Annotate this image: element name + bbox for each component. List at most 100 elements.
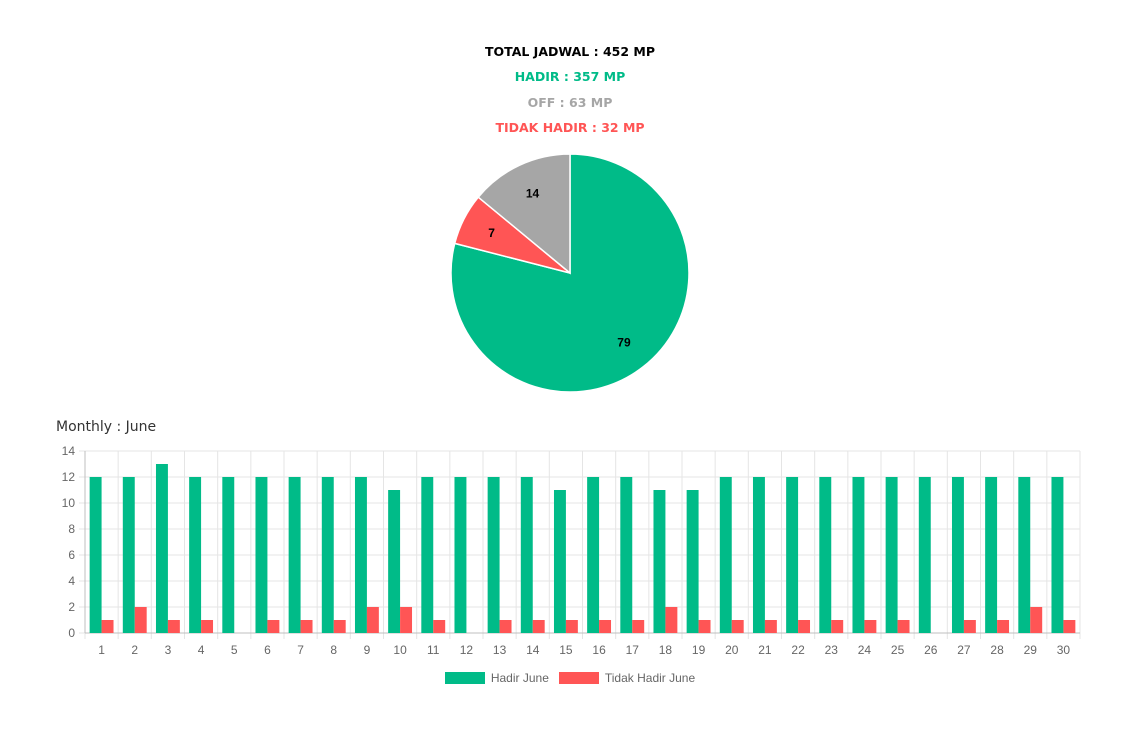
legend-swatch-tidak-hadir xyxy=(558,672,599,684)
bar-hadir[interactable] xyxy=(819,477,832,633)
y-tick-label: 12 xyxy=(62,470,76,484)
x-tick-label: 15 xyxy=(559,643,573,657)
monthly-title: Monthly : June xyxy=(56,419,157,435)
bar-hadir[interactable] xyxy=(620,477,633,633)
legend-item-hadir[interactable]: Hadir June xyxy=(444,671,549,685)
bar-hadir[interactable] xyxy=(89,477,102,633)
bar-tidak-hadir[interactable] xyxy=(831,620,844,633)
bar-tidak-hadir[interactable] xyxy=(731,620,744,633)
legend-label-hadir: Hadir June xyxy=(490,671,549,685)
y-tick-label: 8 xyxy=(68,522,75,536)
x-tick-label: 13 xyxy=(493,643,507,657)
bar-hadir[interactable] xyxy=(686,490,699,633)
x-tick-label: 17 xyxy=(626,643,640,657)
bar-hadir[interactable] xyxy=(487,477,500,633)
x-tick-label: 28 xyxy=(990,643,1004,657)
bar-hadir[interactable] xyxy=(354,477,367,633)
bar-tidak-hadir[interactable] xyxy=(1030,607,1043,633)
chart-legend: Hadir June Tidak Hadir June xyxy=(0,671,1140,685)
bar-hadir[interactable] xyxy=(587,477,600,633)
x-tick-label: 26 xyxy=(924,643,938,657)
bar-hadir[interactable] xyxy=(122,477,135,633)
x-tick-label: 5 xyxy=(231,643,238,657)
bar-hadir[interactable] xyxy=(454,477,467,633)
bar-tidak-hadir[interactable] xyxy=(963,620,976,633)
y-tick-label: 14 xyxy=(62,444,76,458)
pie-slice-label: 79 xyxy=(617,336,631,350)
bar-tidak-hadir[interactable] xyxy=(433,620,446,633)
x-tick-label: 19 xyxy=(692,643,706,657)
x-tick-label: 4 xyxy=(198,643,205,657)
pie-slice[interactable] xyxy=(477,153,571,275)
bar-hadir[interactable] xyxy=(852,477,865,633)
bar-hadir[interactable] xyxy=(1051,477,1064,633)
bar-tidak-hadir[interactable] xyxy=(134,607,147,633)
bar-tidak-hadir[interactable] xyxy=(300,620,313,633)
bar-hadir[interactable] xyxy=(1018,477,1031,633)
y-tick-label: 6 xyxy=(68,548,75,562)
bar-hadir[interactable] xyxy=(985,477,998,633)
bar-tidak-hadir[interactable] xyxy=(101,620,114,633)
bar-hadir[interactable] xyxy=(653,490,666,633)
bar-tidak-hadir[interactable] xyxy=(632,620,645,633)
bar-tidak-hadir[interactable] xyxy=(997,620,1010,633)
x-tick-label: 27 xyxy=(957,643,971,657)
x-tick-label: 7 xyxy=(297,643,304,657)
bar-tidak-hadir[interactable] xyxy=(1063,620,1076,633)
x-tick-label: 3 xyxy=(165,643,172,657)
off-label: OFF : 63 MP xyxy=(527,95,613,110)
bar-tidak-hadir[interactable] xyxy=(267,620,280,633)
bar-hadir[interactable] xyxy=(222,477,235,633)
bar-tidak-hadir[interactable] xyxy=(333,620,346,633)
x-tick-label: 24 xyxy=(858,643,872,657)
x-tick-label: 18 xyxy=(659,643,673,657)
bar-hadir[interactable] xyxy=(388,490,401,633)
tidak-hadir-label: TIDAK HADIR : 32 MP xyxy=(495,120,645,135)
bar-hadir[interactable] xyxy=(885,477,898,633)
bar-hadir[interactable] xyxy=(786,477,799,633)
x-tick-label: 21 xyxy=(758,643,772,657)
x-tick-label: 10 xyxy=(393,643,407,657)
bar-hadir[interactable] xyxy=(255,477,268,633)
bar-hadir[interactable] xyxy=(421,477,434,633)
legend-label-tidak-hadir: Tidak Hadir June xyxy=(604,671,696,685)
x-tick-label: 25 xyxy=(891,643,905,657)
bar-hadir[interactable] xyxy=(288,477,301,633)
bar-tidak-hadir[interactable] xyxy=(764,620,777,633)
bar-tidak-hadir[interactable] xyxy=(366,607,379,633)
attendance-pie-chart[interactable]: 79 7 14 xyxy=(440,143,700,403)
bar-hadir[interactable] xyxy=(520,477,533,633)
x-tick-label: 9 xyxy=(364,643,371,657)
x-tick-label: 6 xyxy=(264,643,271,657)
bar-tidak-hadir[interactable] xyxy=(897,620,910,633)
bar-hadir[interactable] xyxy=(321,477,334,633)
bar-hadir[interactable] xyxy=(553,490,566,633)
bar-tidak-hadir[interactable] xyxy=(499,620,512,633)
x-tick-label: 22 xyxy=(791,643,805,657)
x-tick-label: 23 xyxy=(825,643,839,657)
bar-tidak-hadir[interactable] xyxy=(798,620,811,633)
x-tick-label: 1 xyxy=(98,643,105,657)
bar-tidak-hadir[interactable] xyxy=(665,607,678,633)
bar-hadir[interactable] xyxy=(719,477,732,633)
bar-tidak-hadir[interactable] xyxy=(565,620,578,633)
legend-item-tidak-hadir[interactable]: Tidak Hadir June xyxy=(558,671,696,685)
bar-tidak-hadir[interactable] xyxy=(532,620,545,633)
bar-hadir[interactable] xyxy=(155,464,168,633)
bar-tidak-hadir[interactable] xyxy=(400,607,413,633)
bar-tidak-hadir[interactable] xyxy=(599,620,612,633)
bar-tidak-hadir[interactable] xyxy=(864,620,877,633)
x-tick-label: 20 xyxy=(725,643,739,657)
bar-hadir[interactable] xyxy=(189,477,202,633)
bar-tidak-hadir[interactable] xyxy=(167,620,180,633)
y-tick-label: 10 xyxy=(62,496,76,510)
bar-hadir[interactable] xyxy=(752,477,765,633)
legend-swatch-hadir xyxy=(444,672,485,684)
bar-hadir[interactable] xyxy=(951,477,964,633)
x-tick-label: 30 xyxy=(1057,643,1071,657)
bar-tidak-hadir[interactable] xyxy=(201,620,214,633)
bar-tidak-hadir[interactable] xyxy=(698,620,711,633)
bar-hadir[interactable] xyxy=(918,477,931,633)
x-tick-label: 12 xyxy=(460,643,474,657)
